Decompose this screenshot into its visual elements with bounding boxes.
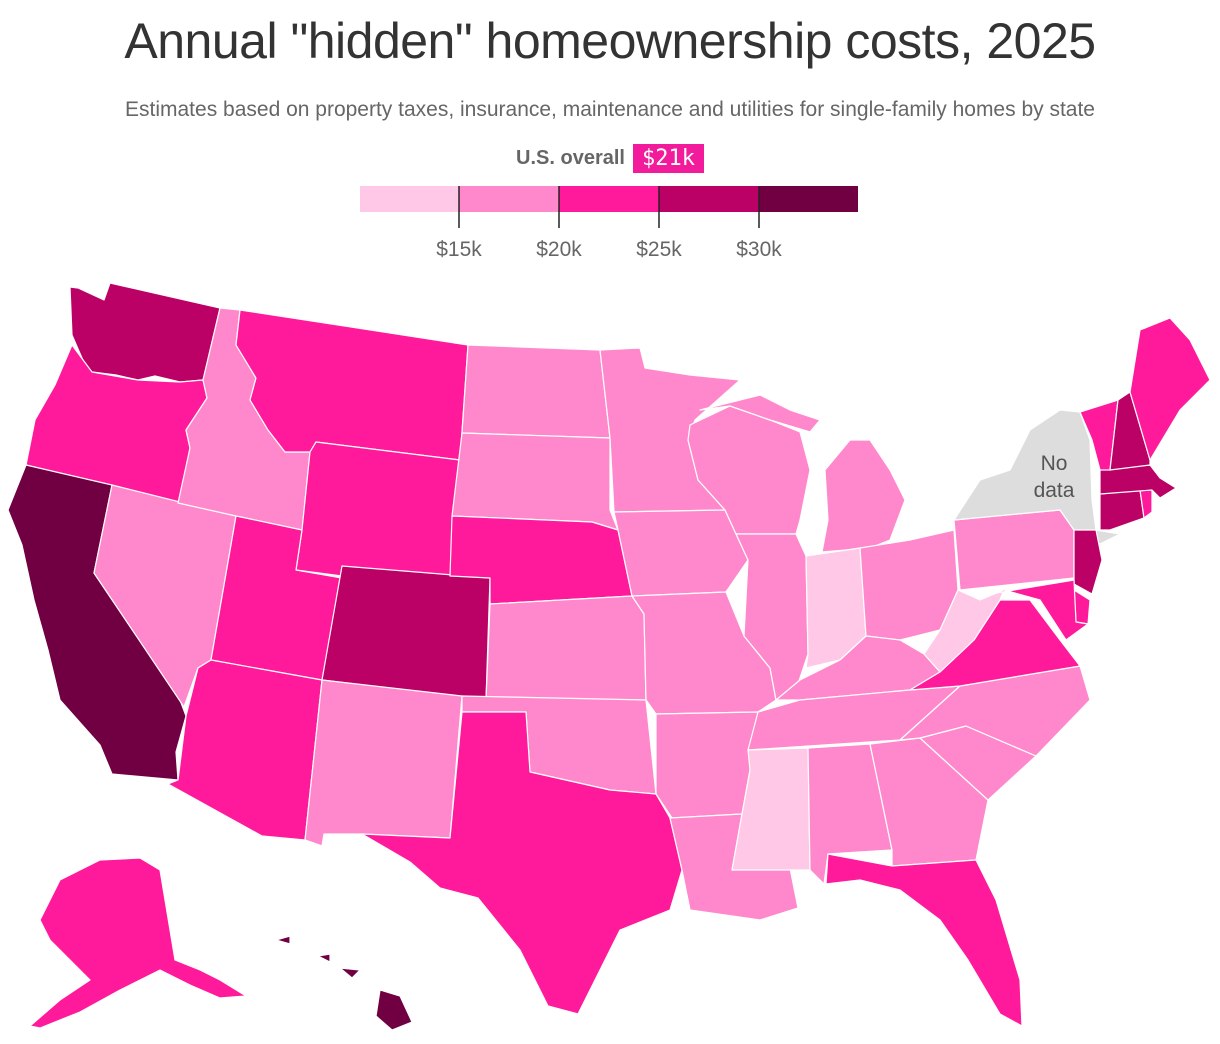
legend-bin: [759, 186, 858, 212]
legend-tick-label: $30k: [736, 238, 782, 261]
state-NM[interactable]: [304, 679, 463, 847]
state-MI[interactable]: [699, 394, 906, 553]
legend-bin: [459, 186, 559, 212]
legend-bin: [559, 186, 659, 212]
state-TX[interactable]: [361, 711, 683, 1015]
state-WA[interactable]: [69, 282, 221, 383]
us-overall-value: $21k: [632, 144, 704, 173]
state-NH[interactable]: [1109, 391, 1151, 471]
state-CT[interactable]: [1099, 489, 1145, 531]
map-title: Annual "hidden" homeownership costs, 202…: [124, 13, 1096, 69]
no-data-label-line2: data: [1034, 479, 1075, 502]
state-KS[interactable]: [485, 595, 647, 701]
state-WY[interactable]: [295, 441, 461, 591]
legend-tick-label: $25k: [636, 238, 682, 261]
state-HI[interactable]: [275, 935, 413, 1031]
us-overall-label: U.S. overall: [516, 147, 625, 169]
us-overall: U.S. overall $21k: [0, 144, 1220, 173]
legend: $15k $20k $25k $30k: [360, 186, 858, 261]
legend-bin: [360, 186, 459, 212]
legend-tick-label: $20k: [536, 238, 582, 261]
state-FL[interactable]: [825, 853, 1023, 1027]
state-ME[interactable]: [1129, 317, 1211, 461]
state-NJ[interactable]: [1073, 529, 1103, 595]
state-MD[interactable]: [989, 579, 1089, 641]
state-AR[interactable]: [655, 711, 759, 819]
state-MA[interactable]: [1099, 464, 1177, 499]
state-IA[interactable]: [613, 509, 749, 597]
legend-tick-label: $15k: [436, 238, 482, 261]
state-MO[interactable]: [631, 591, 777, 715]
legend-bin: [659, 186, 759, 212]
no-data-annotation: No data: [1034, 452, 1075, 502]
map-subtitle: Estimates based on property taxes, insur…: [125, 98, 1095, 121]
state-PA[interactable]: [953, 509, 1075, 591]
state-SD[interactable]: [451, 432, 619, 531]
state-ND[interactable]: [461, 344, 611, 439]
states: [7, 282, 1211, 1031]
state-VT[interactable]: [1079, 399, 1119, 471]
state-WV[interactable]: [923, 589, 1005, 673]
no-data-label-line1: No: [1041, 452, 1068, 475]
state-AK[interactable]: [29, 857, 247, 1029]
state-CO[interactable]: [321, 565, 491, 701]
